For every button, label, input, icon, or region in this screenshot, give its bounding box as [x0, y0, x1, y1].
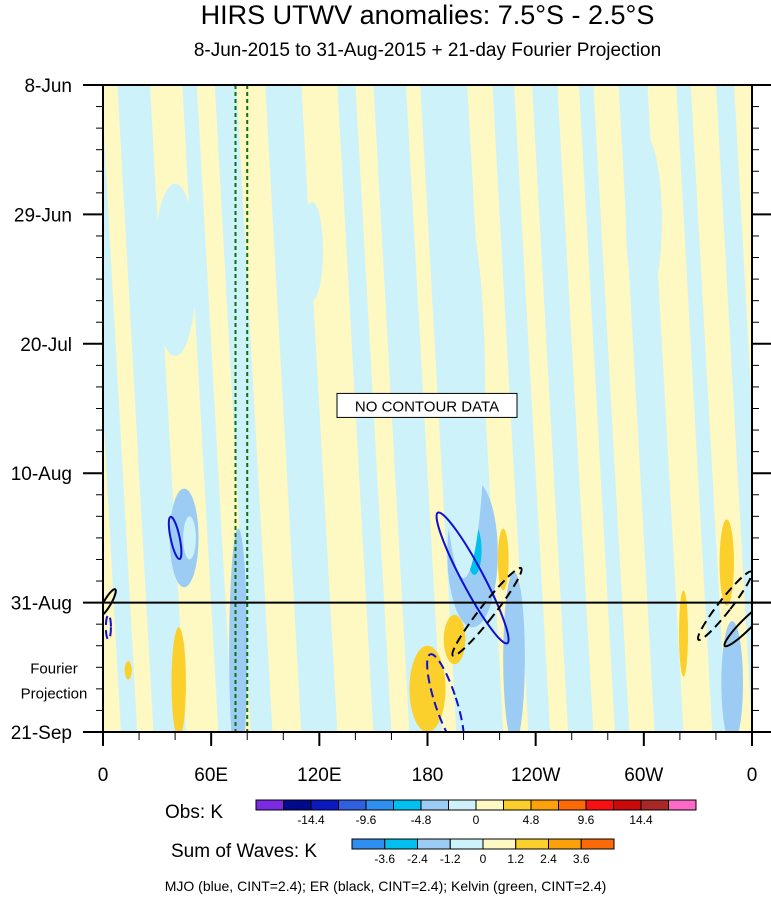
- waves-colorbar-swatch: [384, 838, 418, 850]
- anomaly-band-4: [265, 85, 338, 732]
- anomaly-band-12: [676, 85, 727, 732]
- projection-label: Fourier: [30, 660, 78, 677]
- anomaly-band-10: [578, 85, 630, 732]
- x-tick-label: 120W: [511, 765, 561, 786]
- anomaly-patch-13: [443, 614, 466, 665]
- x-tick-label: 60E: [194, 765, 228, 786]
- y-tick-label: 8-Jun: [24, 76, 72, 97]
- projection-label: Projection: [21, 685, 88, 702]
- anomaly-patch-17: [678, 590, 689, 677]
- anomaly-band-0: [103, 116, 138, 732]
- waves-colorbar-swatch: [580, 838, 615, 850]
- waves-colorbar-swatch: [417, 838, 451, 850]
- obs-colorbar-swatch: [420, 799, 449, 811]
- anomaly-patch-1: [183, 516, 196, 560]
- waves-colorbar-tick-label: -3.6: [374, 852, 395, 866]
- obs-colorbar-tick-label: -4.8: [411, 813, 432, 827]
- waves-colorbar-tick-label: 2.4: [540, 852, 557, 866]
- anomaly-patch-9: [301, 202, 323, 301]
- y-tick-label: 21-Sep: [11, 723, 72, 744]
- waves-colorbar-tick-label: 1.2: [507, 852, 524, 866]
- waves-colorbar-swatch: [515, 838, 549, 850]
- y-tick-label: 10-Aug: [11, 464, 72, 485]
- x-tick-label: 0: [747, 765, 758, 786]
- x-tick-label: 0: [98, 765, 109, 786]
- anomaly-patch-16: [719, 519, 734, 606]
- y-tick-label: 29-Jun: [14, 205, 72, 226]
- mjo-contour-0: [167, 515, 183, 561]
- anomaly-band-3: [214, 85, 273, 732]
- chart-title: HIRS UTWV anomalies: 7.5°S - 2.5°S: [200, 0, 655, 30]
- obs-colorbar-swatch: [613, 799, 642, 811]
- waves-colorbar-swatch: [548, 838, 582, 850]
- anomaly-band-9: [532, 85, 594, 732]
- obs-colorbar-swatch: [365, 799, 394, 811]
- obs-colorbar-swatch: [283, 799, 312, 811]
- obs-colorbar-swatch: [338, 799, 367, 811]
- obs-colorbar-swatch: [585, 799, 614, 811]
- anomaly-patch-8: [153, 183, 197, 357]
- obs-colorbar-swatch: [255, 799, 284, 811]
- anomaly-patch-5: [721, 621, 743, 732]
- obs-colorbar-swatch: [558, 799, 587, 811]
- waves-colorbar-tick-label: -1.2: [440, 852, 461, 866]
- anomaly-patch-10: [625, 134, 662, 307]
- annotation-box: [336, 392, 518, 418]
- obs-colorbar-swatch: [448, 799, 477, 811]
- obs-colorbar-tick-label: 9.6: [578, 813, 595, 827]
- waves-colorbar-tick-label: 3.6: [573, 852, 590, 866]
- x-tick-label: 60W: [624, 765, 663, 786]
- obs-colorbar-label: Obs: K: [165, 802, 224, 823]
- annotation-text: NO CONTOUR DATA: [355, 398, 499, 415]
- waves-colorbar-swatch: [482, 838, 517, 850]
- anomaly-band-8: [492, 85, 551, 732]
- chart-subtitle: 8-Jun-2015 to 31-Aug-2015 + 21-day Fouri…: [193, 40, 662, 61]
- anomaly-band-13: [715, 85, 752, 732]
- x-tick-label: 120E: [297, 765, 341, 786]
- waves-colorbar-swatch: [351, 838, 386, 850]
- waves-colorbar-tick-label: -2.4: [407, 852, 428, 866]
- obs-colorbar-tick-label: 0: [473, 813, 480, 827]
- obs-colorbar-swatch: [310, 799, 339, 811]
- waves-colorbar-tick-label: 0: [480, 852, 487, 866]
- obs-colorbar-tick-label: 4.8: [523, 813, 540, 827]
- wave-legend: MJO (blue, CINT=2.4); ER (black, CINT=2.…: [164, 878, 607, 894]
- mjo-contour-2: [426, 653, 465, 732]
- obs-colorbar-swatch: [475, 799, 504, 811]
- x-tick-label: 180: [412, 765, 444, 786]
- er-contour-2: [723, 601, 752, 648]
- mjo-contour-3: [104, 613, 112, 641]
- obs-colorbar-swatch: [530, 799, 559, 811]
- mjo-contour-1: [435, 511, 510, 645]
- anomaly-band-1: [117, 85, 186, 732]
- waves-colorbar-swatch: [449, 838, 484, 850]
- anomaly-patch-4: [503, 571, 525, 732]
- y-tick-label: 31-Aug: [11, 594, 72, 615]
- obs-colorbar-tick-label: -9.6: [356, 813, 377, 827]
- obs-colorbar-swatch: [640, 799, 669, 811]
- obs-colorbar-swatch: [393, 799, 422, 811]
- anomaly-patch-15: [171, 627, 186, 732]
- anomaly-patch-14: [497, 528, 509, 591]
- obs-colorbar-tick-label: 14.4: [629, 813, 653, 827]
- anomaly-patch-7: [229, 528, 248, 732]
- obs-colorbar-swatch: [668, 799, 697, 811]
- er-contour-0: [451, 566, 523, 657]
- obs-colorbar-tick-label: -14.4: [297, 813, 325, 827]
- waves-colorbar-label: Sum of Waves: K: [171, 841, 318, 862]
- er-contour-3: [103, 588, 117, 618]
- y-tick-label: 20-Jul: [20, 335, 72, 356]
- anomaly-patch-18: [124, 661, 132, 680]
- obs-colorbar-swatch: [503, 799, 532, 811]
